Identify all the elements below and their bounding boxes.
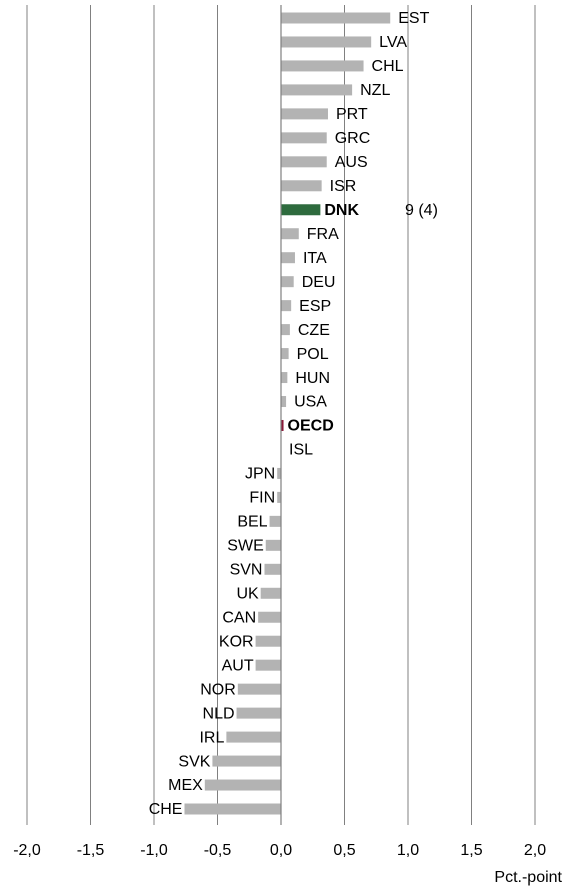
category-label: ESP (299, 298, 331, 315)
bar (226, 731, 281, 743)
bar (281, 156, 327, 168)
bar (237, 683, 281, 695)
category-label: IRL (199, 729, 224, 746)
bar (204, 779, 281, 791)
category-label: DNK (324, 202, 359, 219)
bar (212, 755, 281, 767)
category-label: CZE (298, 322, 330, 339)
category-label: PRT (336, 106, 368, 123)
x-tick-label: 1,5 (460, 842, 482, 859)
x-tick-label: -1,5 (77, 842, 105, 859)
bar (281, 348, 289, 360)
category-label: UK (236, 585, 259, 602)
bar (277, 467, 281, 479)
bar (281, 228, 299, 240)
bar (281, 204, 321, 216)
category-label: USA (294, 394, 327, 411)
category-label: NZL (360, 82, 390, 99)
x-tick-label: -2,0 (13, 842, 41, 859)
category-label: CHL (372, 58, 404, 75)
category-label: NOR (200, 681, 236, 698)
category-label: SVN (230, 562, 263, 579)
category-label: JPN (245, 466, 275, 483)
category-label: POL (297, 346, 329, 363)
category-label: MEX (168, 777, 203, 794)
bar (277, 491, 281, 503)
category-label: FRA (307, 226, 339, 243)
bar (281, 12, 391, 24)
bar (281, 396, 287, 408)
bar (264, 563, 281, 575)
bar (236, 707, 281, 719)
bar (281, 180, 322, 192)
bar (255, 659, 281, 671)
category-label: CAN (222, 609, 256, 626)
category-label: CHE (149, 801, 183, 818)
category-label: AUT (222, 657, 254, 674)
x-tick-label: 1,0 (397, 842, 419, 859)
category-label: HUN (295, 370, 330, 387)
bar (281, 324, 290, 336)
category-label: NLD (203, 705, 235, 722)
bar (281, 419, 284, 431)
bar (281, 132, 327, 144)
category-label: SWE (227, 538, 263, 555)
category-label: GRC (335, 130, 371, 147)
category-label: BEL (237, 514, 267, 531)
x-axis-label: Pct.-point (494, 869, 562, 886)
x-tick-label: -1,0 (140, 842, 168, 859)
bar (258, 611, 281, 623)
bar (265, 539, 281, 551)
category-label: ISR (330, 178, 357, 195)
annotation: 9 (4) (405, 202, 438, 219)
category-label: KOR (219, 633, 254, 650)
bar (255, 635, 281, 647)
bar (281, 300, 292, 312)
category-label: SVK (178, 753, 210, 770)
bar (281, 36, 372, 48)
x-tick-label: 2,0 (524, 842, 546, 859)
x-tick-label: -0,5 (204, 842, 232, 859)
bar (281, 252, 295, 264)
x-tick-label: 0,5 (333, 842, 355, 859)
category-label: ISL (289, 442, 313, 459)
bar (281, 276, 294, 288)
category-label: EST (398, 10, 429, 27)
category-label: DEU (302, 274, 336, 291)
bar (281, 60, 364, 72)
category-label: LVA (379, 34, 407, 51)
bar (184, 803, 281, 815)
x-tick-label: 0,0 (270, 842, 292, 859)
bar (281, 84, 353, 96)
category-label: ITA (303, 250, 327, 267)
bar (260, 587, 281, 599)
bar (281, 372, 288, 384)
category-label: OECD (288, 418, 334, 435)
category-label: FIN (249, 490, 275, 507)
category-label: AUS (335, 154, 368, 171)
bar (281, 108, 328, 120)
bar (269, 515, 281, 527)
